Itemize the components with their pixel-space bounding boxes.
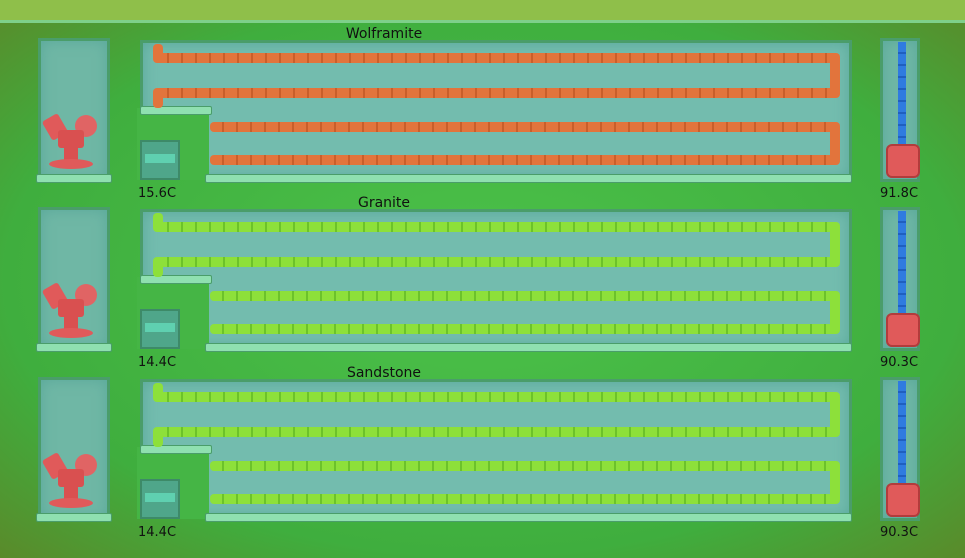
inlet-temperature-label: 14.4C — [138, 525, 177, 540]
pipe-segment — [830, 392, 840, 437]
liquid-pump-icon[interactable] — [42, 277, 102, 339]
floor-tile — [36, 513, 112, 522]
pipe-segment — [155, 257, 838, 267]
pipe-segment — [830, 461, 840, 504]
vent-pipe — [145, 493, 175, 502]
pipe-segment — [153, 257, 163, 277]
pipe-segment — [155, 53, 838, 63]
floor-tile — [205, 343, 852, 352]
top-wall — [0, 0, 965, 23]
pipe-segment — [830, 53, 840, 98]
liquid-vent-icon[interactable] — [140, 479, 180, 519]
pipe-segment — [210, 155, 838, 165]
vent-pipe — [145, 323, 175, 332]
pipe-segment — [155, 222, 838, 232]
liquid-tank-icon[interactable] — [886, 483, 920, 517]
pipe-segment — [155, 427, 838, 437]
pipe-segment — [153, 383, 163, 402]
floor-tile — [205, 174, 852, 183]
outlet-temperature-label: 91.8C — [880, 186, 919, 201]
pipe-segment — [153, 44, 163, 63]
floor-tile — [140, 445, 212, 454]
pipe-segment — [155, 392, 838, 402]
pipe-segment — [153, 213, 163, 232]
pipe-segment — [210, 461, 838, 471]
floor-tile — [205, 513, 852, 522]
pipe-segment — [153, 88, 163, 108]
floor-tile — [36, 343, 112, 352]
liquid-pump-icon[interactable] — [42, 447, 102, 509]
floor-tile — [140, 106, 212, 115]
coolant-pipe — [898, 381, 906, 491]
pipe-segment — [210, 494, 838, 504]
pipe-segment — [210, 291, 838, 301]
section-title: Granite — [357, 195, 411, 211]
liquid-tank-icon[interactable] — [886, 144, 920, 178]
liquid-vent-icon[interactable] — [140, 140, 180, 180]
section-title: Sandstone — [346, 365, 422, 381]
floor-tile — [36, 174, 112, 183]
pipe-segment — [830, 222, 840, 267]
liquid-pump-icon[interactable] — [42, 108, 102, 170]
coolant-pipe — [898, 211, 906, 321]
inlet-temperature-label: 14.4C — [138, 355, 177, 370]
pipe-segment — [830, 291, 840, 334]
pipe-segment — [830, 122, 840, 165]
pipe-segment — [210, 122, 838, 132]
floor-tile — [140, 275, 212, 284]
inlet-temperature-label: 15.6C — [138, 186, 177, 201]
outlet-temperature-label: 90.3C — [880, 525, 919, 540]
pipe-segment — [153, 427, 163, 447]
outlet-temperature-label: 90.3C — [880, 355, 919, 370]
liquid-vent-icon[interactable] — [140, 309, 180, 349]
vent-pipe — [145, 154, 175, 163]
pipe-segment — [210, 324, 838, 334]
pipe-segment — [155, 88, 838, 98]
coolant-pipe — [898, 42, 906, 152]
liquid-tank-icon[interactable] — [886, 313, 920, 347]
section-title: Wolframite — [345, 26, 423, 42]
